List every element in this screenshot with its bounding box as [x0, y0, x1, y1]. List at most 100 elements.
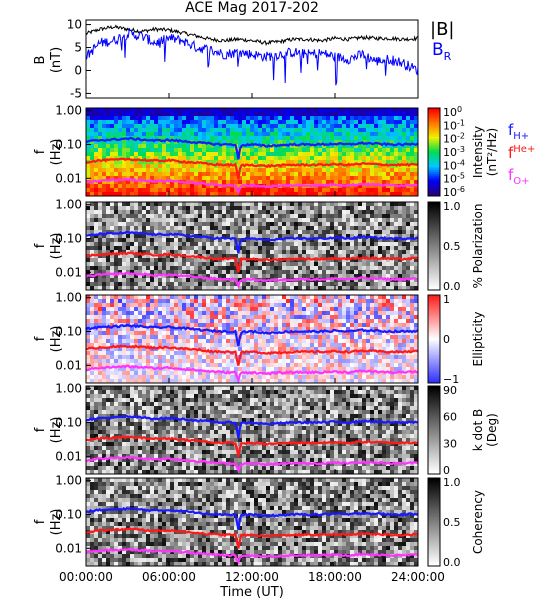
- heatmap-cell: [386, 270, 391, 275]
- heatmap-cell: [94, 375, 99, 380]
- heatmap-cell: [222, 262, 227, 267]
- heatmap-cell: [338, 202, 343, 207]
- heatmap-cell: [314, 136, 319, 141]
- heatmap-cell: [234, 363, 239, 368]
- heatmap-cell: [334, 274, 339, 279]
- heatmap-cell: [402, 180, 407, 185]
- heatmap-cell: [150, 202, 155, 207]
- heatmap-cell: [218, 375, 223, 380]
- heatmap-cell: [198, 214, 203, 219]
- heatmap-cell: [246, 274, 251, 279]
- colorbar-step: [428, 136, 440, 140]
- heatmap-cell: [190, 156, 195, 161]
- heatmap-cell: [150, 262, 155, 267]
- heatmap-cell: [130, 278, 135, 283]
- heatmap-cell: [138, 172, 143, 177]
- heatmap-cell: [150, 164, 155, 169]
- heatmap-cell: [242, 303, 247, 308]
- heatmap-cell: [278, 202, 283, 207]
- heatmap-cell: [278, 286, 283, 291]
- heatmap-cell: [94, 152, 99, 157]
- heatmap-cell: [310, 206, 315, 211]
- heatmap-cell: [246, 238, 251, 243]
- heatmap-cell: [98, 307, 103, 312]
- heatmap-cell: [114, 192, 119, 197]
- heatmap-cell: [246, 172, 251, 177]
- heatmap-cell: [138, 363, 143, 368]
- heatmap-cell: [170, 375, 175, 380]
- heatmap-cell: [218, 311, 223, 316]
- heatmap-cell: [214, 286, 219, 291]
- heatmap-cell: [410, 180, 415, 185]
- heatmap-cell: [338, 214, 343, 219]
- heatmap-cell: [250, 359, 255, 364]
- heatmap-cell: [94, 282, 99, 287]
- heatmap-cell: [218, 319, 223, 324]
- heatmap-cell: [382, 258, 387, 263]
- heatmap-cell: [414, 160, 419, 165]
- heatmap-cell: [266, 128, 271, 133]
- heatmap-cell: [194, 156, 199, 161]
- heatmap-cell: [338, 156, 343, 161]
- heatmap-cell: [314, 214, 319, 219]
- heatmap-cell: [230, 246, 235, 251]
- heatmap-cell: [122, 112, 127, 117]
- heatmap-cell: [250, 262, 255, 267]
- heatmap-cell: [338, 112, 343, 117]
- heatmap-cell: [346, 112, 351, 117]
- heatmap-cell: [234, 307, 239, 312]
- heatmap-cell: [406, 218, 411, 223]
- heatmap-cell: [166, 327, 171, 332]
- heatmap-cell: [238, 379, 243, 384]
- heatmap-cell: [394, 230, 399, 235]
- heatmap-cell: [166, 176, 171, 181]
- heatmap-cell: [174, 331, 179, 336]
- heatmap-cell: [106, 192, 111, 197]
- heatmap-cell: [354, 274, 359, 279]
- heatmap-cell: [162, 210, 167, 215]
- heatmap-cell: [130, 214, 135, 219]
- heatmap-cell: [150, 303, 155, 308]
- heatmap-cell: [142, 343, 147, 348]
- heatmap-cell: [298, 303, 303, 308]
- heatmap-cell: [186, 136, 191, 141]
- heatmap-cell: [362, 108, 367, 113]
- heatmap-cell: [146, 270, 151, 275]
- heatmap-cell: [278, 132, 283, 137]
- heatmap-cell: [86, 319, 91, 324]
- heatmap-cell: [370, 132, 375, 137]
- heatmap-cell: [246, 363, 251, 368]
- heatmap-cell: [206, 112, 211, 117]
- heatmap-cell: [90, 172, 95, 177]
- heatmap-cell: [214, 246, 219, 251]
- heatmap-cell: [142, 327, 147, 332]
- heatmap-cell: [226, 319, 231, 324]
- heatmap-cell: [286, 323, 291, 328]
- heatmap-cell: [190, 120, 195, 125]
- heatmap-cell: [238, 214, 243, 219]
- heatmap-cell: [170, 214, 175, 219]
- heatmap-cell: [250, 319, 255, 324]
- heatmap-cell: [378, 128, 383, 133]
- heatmap-cell: [290, 315, 295, 320]
- heatmap-cell: [110, 188, 115, 193]
- heatmap-cell: [262, 152, 267, 157]
- heatmap-cell: [286, 307, 291, 312]
- heatmap-cell: [270, 327, 275, 332]
- heatmap-cell: [86, 226, 91, 231]
- heatmap-cell: [314, 160, 319, 165]
- heatmap-cell: [190, 355, 195, 360]
- colorbar-step: [428, 167, 440, 171]
- heatmap-cell: [90, 278, 95, 283]
- heatmap-cell: [230, 315, 235, 320]
- heatmap-cell: [146, 136, 151, 141]
- heatmap-cell: [142, 140, 147, 145]
- heatmap-cell: [298, 339, 303, 344]
- heatmap-cell: [94, 128, 99, 133]
- heatmap-cell: [222, 168, 227, 173]
- heatmap-cell: [102, 319, 107, 324]
- heatmap-cell: [142, 206, 147, 211]
- heatmap-cell: [170, 238, 175, 243]
- heatmap-cell: [286, 152, 291, 157]
- heatmap-cell: [130, 218, 135, 223]
